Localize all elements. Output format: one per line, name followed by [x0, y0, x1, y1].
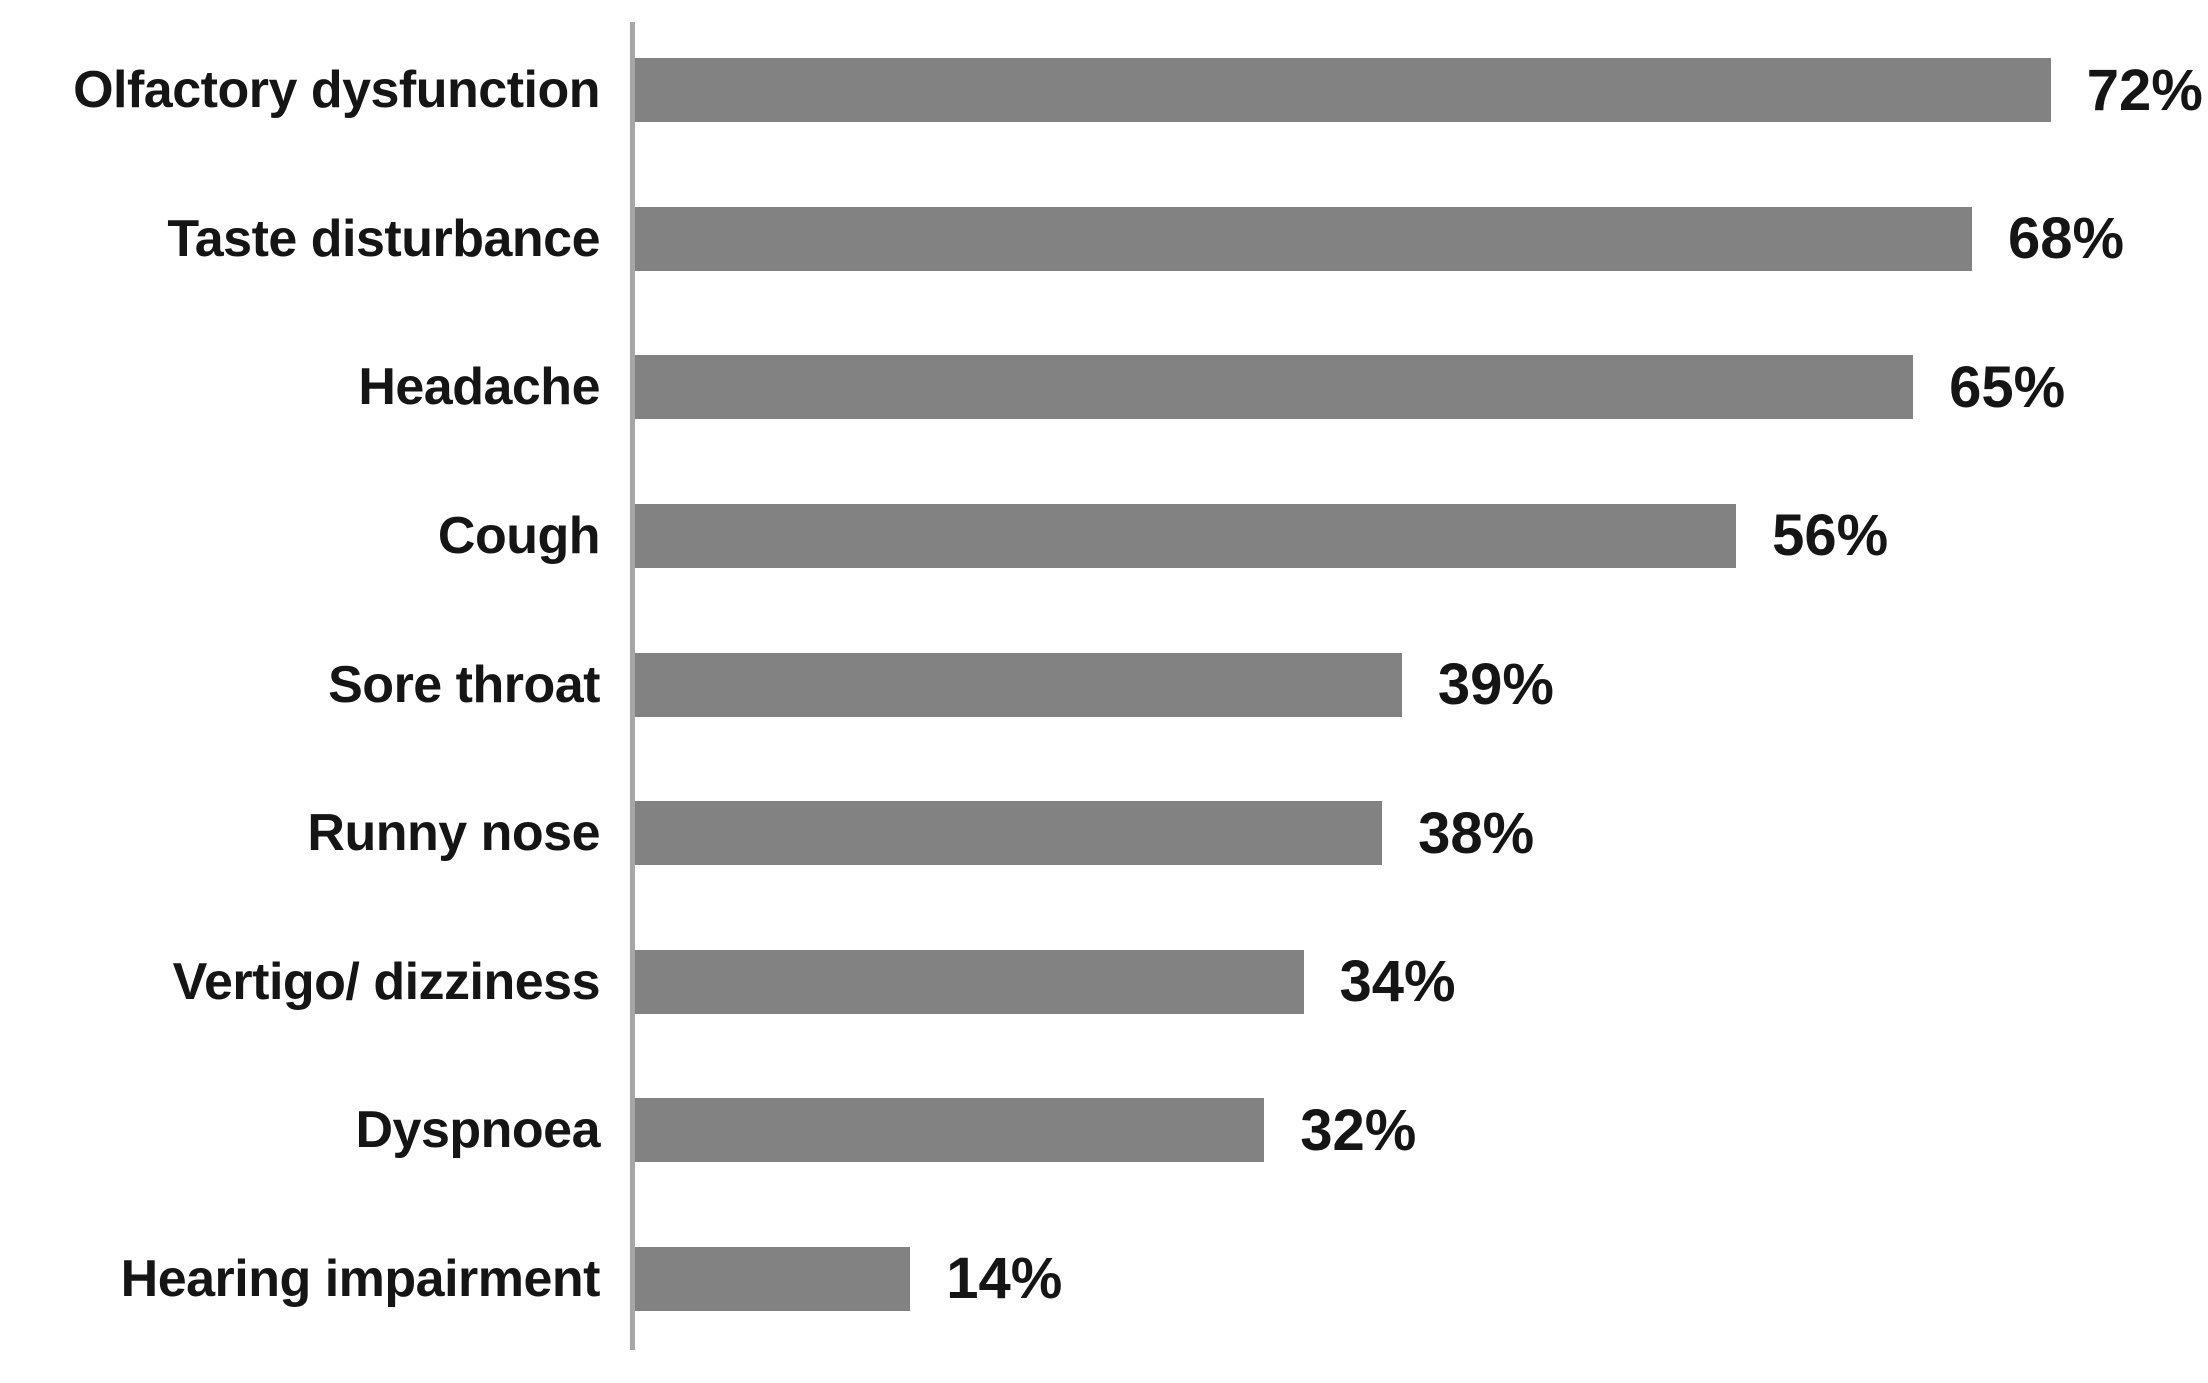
bar-row: Headache 65% — [0, 313, 2208, 462]
plot-area: 68% — [616, 165, 2208, 314]
plot-area: 34% — [616, 907, 2208, 1056]
plot-area: 38% — [616, 759, 2208, 908]
y-axis-line — [630, 22, 635, 1350]
bar-row: Olfactory dysfunction 72% — [0, 16, 2208, 165]
category-label: Runny nose — [307, 804, 600, 863]
value-label: 34% — [1339, 949, 1456, 1015]
bar-row: Cough 56% — [0, 462, 2208, 611]
plot-area: 32% — [616, 1056, 2208, 1205]
bar — [635, 801, 1383, 866]
bar-row: Hearing impairment 14% — [0, 1205, 2208, 1354]
value-label: 32% — [1300, 1097, 1417, 1163]
category-label: Dyspnoea — [355, 1101, 600, 1160]
bar — [635, 355, 1914, 420]
bar — [635, 949, 1304, 1014]
plot-area: 72% — [616, 16, 2208, 165]
bar-row: Runny nose 38% — [0, 759, 2208, 908]
bar — [635, 652, 1402, 717]
category-label: Headache — [358, 358, 600, 417]
value-label: 68% — [2008, 206, 2125, 272]
category-label: Sore throat — [328, 655, 600, 714]
plot-area: 39% — [616, 610, 2208, 759]
value-label: 38% — [1418, 800, 1535, 866]
bar — [635, 1246, 911, 1311]
plot-area: 56% — [616, 462, 2208, 611]
bar-row: Vertigo/ dizziness 34% — [0, 907, 2208, 1056]
bar — [635, 58, 2051, 123]
bar-row: Sore throat 39% — [0, 610, 2208, 759]
value-label: 14% — [946, 1246, 1063, 1312]
value-label: 72% — [2086, 57, 2203, 123]
category-label: Hearing impairment — [120, 1249, 601, 1308]
bar — [635, 503, 1737, 568]
value-label: 39% — [1437, 652, 1554, 718]
category-label: Vertigo/ dizziness — [172, 952, 601, 1011]
category-label: Taste disturbance — [167, 209, 600, 268]
bar — [635, 1098, 1265, 1163]
bar — [635, 206, 1973, 271]
plot-area: 65% — [616, 313, 2208, 462]
value-label: 65% — [1949, 354, 2066, 420]
category-label: Cough — [437, 506, 601, 565]
bar-row: Taste disturbance 68% — [0, 165, 2208, 314]
bar-row: Dyspnoea 32% — [0, 1056, 2208, 1205]
category-label: Olfactory dysfunction — [73, 61, 600, 120]
value-label: 56% — [1772, 503, 1889, 569]
plot-area: 14% — [616, 1205, 2208, 1354]
